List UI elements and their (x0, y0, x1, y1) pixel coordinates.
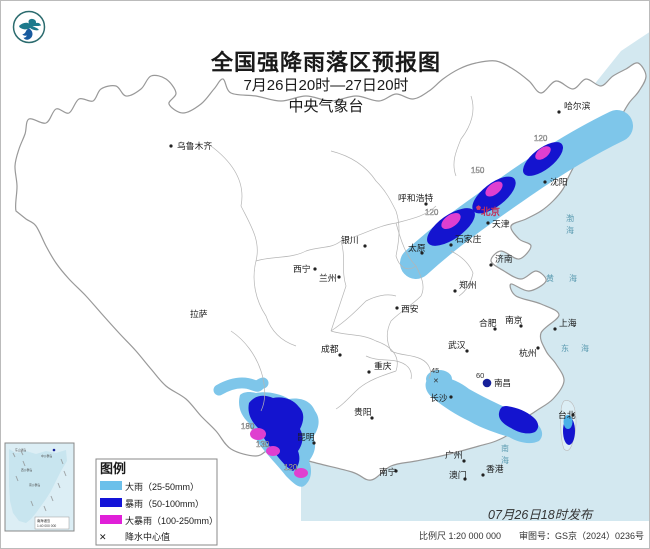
svg-text:郑州: 郑州 (459, 279, 477, 290)
svg-text:比例尺 1:20 000 000: 比例尺 1:20 000 000 (419, 530, 501, 541)
svg-text:南: 南 (501, 443, 509, 453)
svg-text:07月26日18时发布: 07月26日18时发布 (488, 508, 594, 522)
svg-text:南昌: 南昌 (494, 378, 511, 388)
svg-text:昆明: 昆明 (297, 432, 315, 442)
svg-text:✕: ✕ (433, 378, 439, 385)
svg-text:大暴雨（100-250mm）: 大暴雨（100-250mm） (125, 515, 218, 526)
svg-text:合肥: 合肥 (479, 317, 497, 328)
svg-text:广州: 广州 (445, 449, 463, 460)
svg-text:杭州: 杭州 (519, 347, 537, 358)
svg-text:南沙群岛: 南沙群岛 (29, 483, 40, 487)
svg-text:暴雨（50-100mm）: 暴雨（50-100mm） (125, 499, 204, 509)
svg-text:西沙群岛: 西沙群岛 (21, 468, 32, 472)
svg-text:武汉: 武汉 (448, 339, 466, 350)
svg-text:太原: 太原 (408, 242, 426, 253)
svg-text:南宁: 南宁 (379, 466, 397, 477)
svg-text:图例: 图例 (100, 461, 126, 476)
svg-text:海: 海 (566, 225, 574, 235)
svg-text:150: 150 (471, 166, 485, 175)
svg-text:120: 120 (284, 463, 298, 472)
svg-text:✕: ✕ (99, 532, 107, 542)
svg-text:中沙群岛: 中沙群岛 (41, 454, 52, 458)
svg-text:澳门: 澳门 (449, 469, 467, 480)
svg-text:45: 45 (431, 366, 439, 375)
svg-text:60: 60 (476, 371, 484, 380)
svg-text:审图号：GS京（2024）0236号: 审图号：GS京（2024）0236号 (519, 530, 644, 541)
svg-text:降水中心值: 降水中心值 (125, 531, 170, 542)
svg-text:西安: 西安 (401, 303, 419, 314)
svg-text:西宁: 西宁 (293, 263, 311, 274)
svg-text:长沙: 长沙 (430, 392, 448, 403)
svg-text:130: 130 (256, 440, 270, 449)
svg-text:重庆: 重庆 (374, 360, 392, 371)
svg-text:东山诸岛: 东山诸岛 (15, 448, 26, 452)
svg-text:上海: 上海 (559, 317, 577, 328)
svg-text:黄: 黄 (546, 273, 554, 283)
svg-text:石家庄: 石家庄 (455, 233, 482, 244)
svg-text:呼和浩特: 呼和浩特 (398, 192, 433, 203)
svg-text:银川: 银川 (341, 234, 359, 245)
svg-text:济南: 济南 (495, 253, 513, 264)
svg-text:南京: 南京 (505, 314, 523, 325)
svg-text:180: 180 (241, 422, 255, 431)
svg-text:120: 120 (534, 134, 548, 143)
svg-text:乌鲁木齐: 乌鲁木齐 (177, 140, 212, 151)
svg-text:大雨（25-50mm）: 大雨（25-50mm） (125, 481, 199, 492)
svg-text:台北: 台北 (558, 409, 576, 420)
svg-text:渤: 渤 (566, 213, 574, 223)
svg-text:东: 东 (561, 343, 569, 353)
svg-text:海: 海 (569, 273, 577, 283)
svg-text:兰州: 兰州 (319, 272, 337, 283)
svg-text:天津: 天津 (492, 219, 510, 229)
svg-text:北京: 北京 (481, 206, 501, 218)
svg-text:贵阳: 贵阳 (354, 406, 372, 417)
svg-text:1:40 000 000: 1:40 000 000 (37, 524, 56, 528)
svg-text:海: 海 (581, 343, 589, 353)
svg-text:海: 海 (501, 455, 509, 465)
svg-text:拉萨: 拉萨 (190, 308, 208, 319)
svg-text:南海诸岛: 南海诸岛 (37, 518, 51, 523)
svg-text:成都: 成都 (321, 343, 339, 354)
svg-text:沈阳: 沈阳 (550, 176, 568, 187)
